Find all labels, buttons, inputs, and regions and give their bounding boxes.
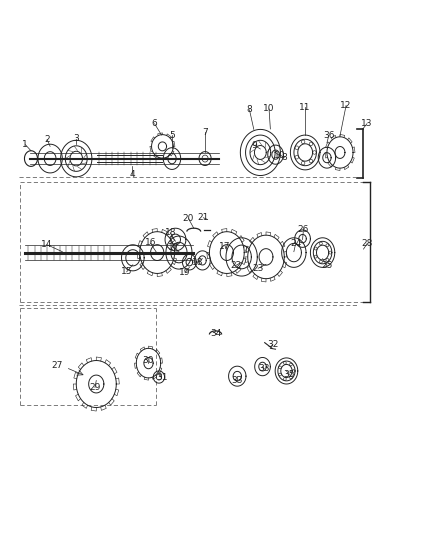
Text: 7: 7 bbox=[202, 128, 208, 137]
Text: 14: 14 bbox=[42, 240, 53, 249]
Text: 10: 10 bbox=[274, 151, 286, 160]
Text: 21: 21 bbox=[198, 213, 209, 222]
Text: 1: 1 bbox=[22, 140, 28, 149]
Text: 17: 17 bbox=[219, 241, 231, 251]
Text: 16: 16 bbox=[145, 238, 156, 247]
Text: 25: 25 bbox=[321, 261, 332, 270]
Text: 6: 6 bbox=[152, 119, 158, 128]
Text: 2: 2 bbox=[44, 135, 50, 144]
Text: 30: 30 bbox=[143, 356, 154, 365]
Text: 18: 18 bbox=[165, 229, 176, 238]
Text: 13: 13 bbox=[361, 119, 373, 128]
Text: 31: 31 bbox=[156, 373, 167, 382]
Text: 23: 23 bbox=[252, 264, 264, 273]
Text: 22: 22 bbox=[230, 261, 241, 270]
Text: 29: 29 bbox=[89, 383, 101, 392]
Text: 17: 17 bbox=[168, 243, 179, 252]
Text: 9: 9 bbox=[252, 141, 258, 150]
Text: 18: 18 bbox=[191, 257, 203, 266]
Text: 4: 4 bbox=[129, 169, 135, 179]
Text: 35: 35 bbox=[284, 370, 295, 379]
Text: 19: 19 bbox=[179, 268, 191, 277]
Text: 32: 32 bbox=[267, 341, 279, 349]
Text: 36: 36 bbox=[323, 132, 335, 140]
Text: 33: 33 bbox=[232, 376, 243, 385]
Text: 10: 10 bbox=[263, 104, 275, 114]
Text: 24: 24 bbox=[290, 239, 301, 248]
Text: 5: 5 bbox=[169, 131, 175, 140]
Text: 11: 11 bbox=[300, 103, 311, 112]
Text: 8: 8 bbox=[281, 153, 287, 162]
Text: 27: 27 bbox=[51, 361, 63, 370]
Text: 20: 20 bbox=[183, 214, 194, 223]
Text: 26: 26 bbox=[298, 225, 309, 235]
Text: 15: 15 bbox=[121, 267, 132, 276]
Text: 12: 12 bbox=[340, 101, 352, 110]
Text: 34: 34 bbox=[210, 328, 221, 337]
Text: 28: 28 bbox=[361, 239, 373, 248]
Text: 8: 8 bbox=[247, 106, 252, 114]
Text: 3: 3 bbox=[74, 134, 79, 143]
Text: 33: 33 bbox=[258, 364, 270, 373]
